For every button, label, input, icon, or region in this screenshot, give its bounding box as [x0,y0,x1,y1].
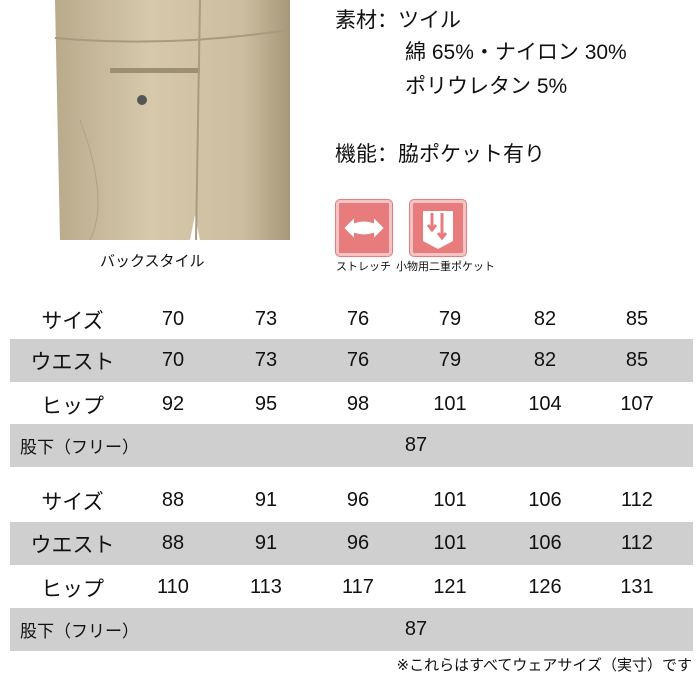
row-label: 股下（フリー） [20,622,139,641]
material-label: 素材： [335,9,398,32]
size-cell: 85 [625,308,649,330]
size-cell: 126 [528,576,562,598]
size-cell: 104 [528,393,562,415]
size-table-row: 股下（フリー） 87 [10,608,693,651]
row-label: 股下（フリー） [20,438,139,457]
size-cell: 112 [621,489,653,511]
size-cell: 101 [433,532,467,554]
inseam-value: 87 [404,434,428,456]
row-label: サイズ [41,490,104,514]
size-cell: 131 [620,576,654,598]
row-label: ヒップ [41,577,104,601]
stretch-label: ストレッチ [336,261,391,273]
function-label: 機能： [335,143,398,166]
size-table-row: サイズ 70 73 76 79 82 85 [10,298,693,341]
size-cell: 96 [346,489,370,511]
size-cell: 113 [250,576,282,598]
size-cell: 70 [161,308,185,330]
size-cell: 79 [438,308,462,330]
size-table-row: ヒップ 110 113 117 121 126 131 [10,566,693,609]
size-cell: 88 [161,532,185,554]
row-label: ウエスト [30,533,115,557]
size-cell: 79 [438,349,462,371]
double-pocket-icon [410,200,466,256]
row-label: サイズ [41,309,104,333]
material-line: 綿 65%・ナイロン 30% [405,41,627,64]
size-table-row: ウエスト 88 91 96 101 106 112 [10,522,693,565]
size-cell: 121 [433,576,467,598]
size-cell: 117 [342,576,374,598]
size-cell: 98 [346,393,370,415]
row-label: ウエスト [30,350,115,374]
size-note: ※これらはすべてウェアサイズ（実寸）です [396,657,692,674]
size-cell: 82 [533,349,557,371]
size-cell: 106 [528,532,562,554]
inseam-value: 87 [404,618,428,640]
size-cell: 92 [161,393,185,415]
size-table-row: 股下（フリー） 87 [10,424,693,467]
size-cell: 106 [528,489,562,511]
size-cell: 88 [161,489,185,511]
size-cell: 73 [254,308,278,330]
size-table-row: ヒップ 92 95 98 101 104 107 [10,383,693,426]
size-cell: 95 [254,393,278,415]
size-cell: 101 [433,393,467,415]
size-cell: 91 [254,532,278,554]
pants-back-photo [54,0,290,240]
size-cell: 76 [346,349,370,371]
size-cell: 112 [621,532,653,554]
size-table-row: サイズ 88 91 96 101 106 112 [10,479,693,522]
row-label: ヒップ [41,394,104,418]
stretch-icon [336,200,392,256]
size-cell: 73 [254,349,278,371]
material-line: ポリウレタン 5% [405,75,568,98]
size-cell: 70 [161,349,185,371]
size-cell: 101 [433,489,467,511]
size-cell: 110 [157,576,189,598]
size-cell: 85 [625,349,649,371]
size-cell: 76 [346,308,370,330]
size-table-row: ウエスト 70 73 76 79 82 85 [10,339,693,382]
function-spec: 機能：脇ポケット有り [335,140,545,170]
size-cell: 96 [346,532,370,554]
material-spec: 素材：ツイル [335,6,461,36]
material-line: ツイル [398,9,461,32]
function-value: 脇ポケット有り [398,143,545,166]
size-cell: 82 [533,308,557,330]
double-pocket-label: 小物用二重ポケット [396,261,495,273]
size-cell: 107 [620,393,654,415]
size-cell: 91 [254,489,278,511]
photo-caption: バックスタイル [100,253,205,270]
